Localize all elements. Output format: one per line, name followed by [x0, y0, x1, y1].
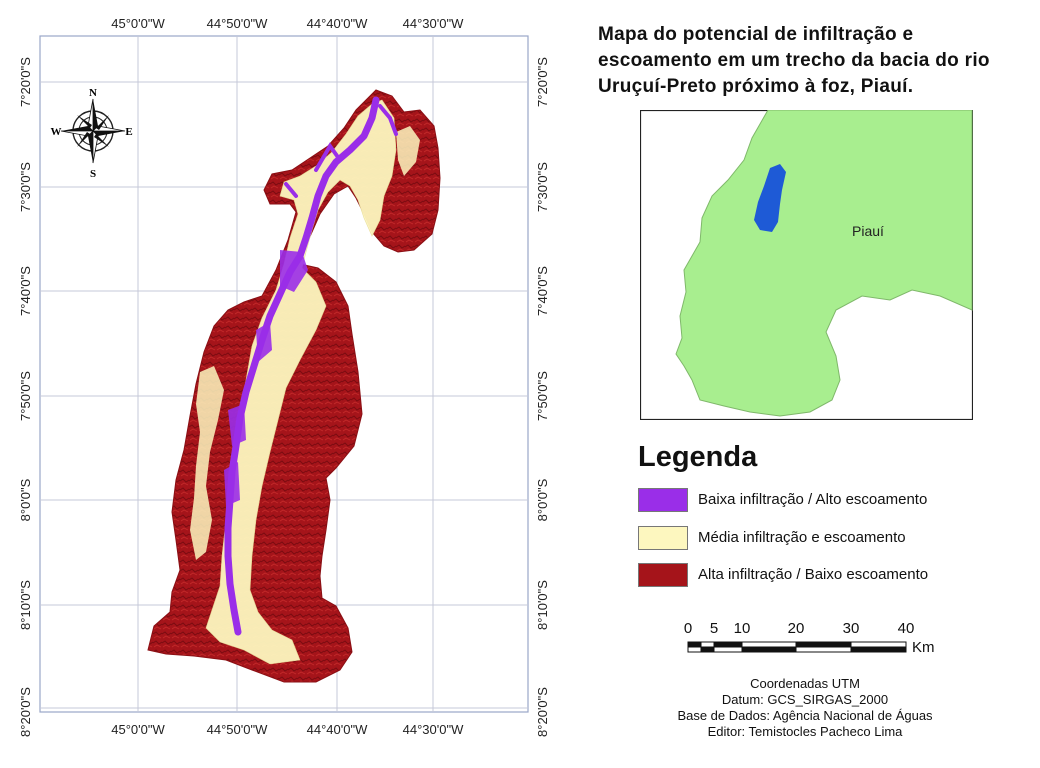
- scale-label: 20: [788, 620, 805, 637]
- top-tick-labels: 45°0'0"W 44°50'0"W 44°40'0"W 44°30'0"W: [111, 16, 464, 31]
- compass-s: S: [90, 168, 96, 180]
- right-tick: 7°40'0"S: [535, 266, 550, 316]
- bottom-tick-labels: 45°0'0"W 44°50'0"W 44°40'0"W 44°30'0"W: [111, 722, 464, 737]
- right-tick: 7°20'0"S: [535, 57, 550, 107]
- scale-bar: 0 5 10 20 30 40 Km: [684, 620, 935, 656]
- inset-label-piaui: Piauí: [852, 223, 884, 239]
- scale-label: 10: [734, 620, 751, 637]
- bottom-tick: 45°0'0"W: [111, 722, 165, 737]
- credit-editor: Editor: Temistocles Pacheco Lima: [707, 724, 903, 739]
- scale-label: 0: [684, 620, 692, 637]
- top-tick: 44°40'0"W: [307, 16, 368, 31]
- credit-coords: Coordenadas UTM: [750, 676, 860, 691]
- left-tick: 7°40'0"S: [18, 266, 33, 316]
- top-tick: 45°0'0"W: [111, 16, 165, 31]
- scale-label: 40: [898, 620, 915, 637]
- basin-baixa-tributary-north: [284, 104, 398, 198]
- legend-item-media: Média infiltração e escoamento: [638, 526, 1028, 552]
- left-tick: 7°50'0"S: [18, 371, 33, 421]
- legend-item-baixa: Baixa infiltração / Alto escoamento: [638, 488, 1028, 514]
- left-tick: 8°20'0"S: [18, 687, 33, 737]
- right-tick: 8°0'0"S: [535, 478, 550, 521]
- right-tick: 7°50'0"S: [535, 371, 550, 421]
- left-tick: 7°30'0"S: [18, 162, 33, 212]
- inset-piaui-land: [675, 110, 973, 417]
- scale-segments: [687, 641, 907, 653]
- main-map: N S E W 45°0'0"W 44°50'0"W 44°40'0"W 44°…: [18, 16, 550, 737]
- legend-item-alta: Alta infiltração / Baixo escoamento: [638, 563, 1028, 589]
- basin-media-north-lobe: [396, 126, 420, 176]
- legend-swatch-alta: [638, 563, 688, 587]
- north-arrow: N S E W: [51, 87, 133, 180]
- bottom-tick: 44°40'0"W: [307, 722, 368, 737]
- legend-label-media: Média infiltração e escoamento: [698, 529, 906, 546]
- compass-w: W: [51, 126, 62, 138]
- scale-label: 30: [843, 620, 860, 637]
- left-tick: 8°0'0"S: [18, 478, 33, 521]
- legend-label-baixa: Baixa infiltração / Alto escoamento: [698, 491, 928, 508]
- left-tick: 7°20'0"S: [18, 57, 33, 107]
- basin-baixa-channel: [224, 96, 380, 636]
- legend-title: Legenda: [638, 441, 758, 473]
- top-tick: 44°30'0"W: [403, 16, 464, 31]
- scale-unit: Km: [912, 639, 935, 656]
- scale-label: 5: [710, 620, 718, 637]
- compass-e: E: [125, 126, 132, 138]
- right-tick: 8°20'0"S: [535, 687, 550, 737]
- inset-map: Piauí: [640, 110, 973, 420]
- basin-media-region: [205, 99, 397, 665]
- map-credits: Coordenadas UTM Datum: GCS_SIRGAS_2000 B…: [640, 676, 970, 740]
- right-tick-labels: 7°20'0"S 7°30'0"S 7°40'0"S 7°50'0"S 8°0'…: [535, 57, 550, 737]
- basin-alta-region: [147, 89, 441, 683]
- basin-baixa-patches: [224, 250, 308, 506]
- bottom-tick: 44°50'0"W: [207, 722, 268, 737]
- left-tick: 8°10'0"S: [18, 580, 33, 630]
- right-tick: 7°30'0"S: [535, 162, 550, 212]
- inset-study-area: [754, 164, 786, 232]
- basin-media-west-margin: [190, 366, 224, 560]
- left-tick-labels: 7°20'0"S 7°30'0"S 7°40'0"S 7°50'0"S 8°0'…: [18, 57, 33, 737]
- credit-database: Base de Dados: Agência Nacional de Águas: [677, 708, 933, 723]
- right-tick: 8°10'0"S: [535, 580, 550, 630]
- bottom-tick: 44°30'0"W: [403, 722, 464, 737]
- legend-swatch-media: [638, 526, 688, 550]
- legend-label-alta: Alta infiltração / Baixo escoamento: [698, 566, 929, 583]
- credit-datum: Datum: GCS_SIRGAS_2000: [721, 692, 889, 707]
- top-tick: 44°50'0"W: [207, 16, 268, 31]
- compass-n: N: [89, 87, 97, 99]
- legend-swatch-baixa: [638, 488, 688, 512]
- map-title: Mapa do potencial de infiltração e escoa…: [598, 24, 990, 97]
